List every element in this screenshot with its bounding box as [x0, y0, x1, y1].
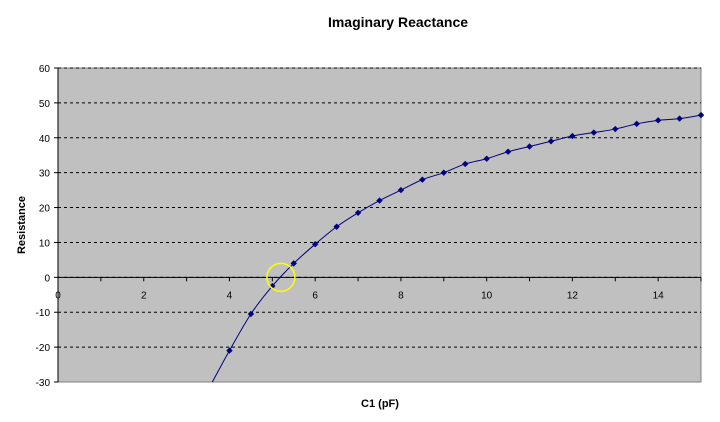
x-tick-label: 14: [653, 290, 665, 301]
data-point: [504, 148, 512, 155]
y-tick-label: 0: [44, 273, 50, 284]
y-tick-label: -20: [36, 343, 51, 354]
data-point: [354, 209, 362, 216]
data-point: [247, 310, 255, 318]
series-markers: [226, 111, 705, 354]
y-tick-label: 60: [39, 64, 51, 75]
y-tick-label: -30: [36, 378, 51, 389]
highlight-circle: [266, 262, 296, 293]
y-axis-label: Resistance: [16, 196, 28, 254]
data-point: [290, 260, 297, 267]
data-point: [676, 115, 683, 122]
data-point: [312, 240, 319, 248]
data-point: [612, 125, 619, 133]
data-point: [483, 155, 490, 162]
x-tick-label: 10: [481, 290, 493, 301]
data-point: [440, 169, 447, 176]
x-tick-label: 0: [55, 290, 61, 301]
data-point: [547, 138, 555, 145]
y-tick-label: 10: [39, 238, 51, 249]
x-tick-label: 2: [141, 290, 147, 301]
data-point: [376, 197, 383, 204]
y-tick-label: 50: [39, 99, 51, 110]
x-axis-label: C1 (pF): [361, 398, 399, 410]
data-point: [333, 223, 340, 230]
data-point: [226, 347, 233, 354]
y-tick-label: 30: [39, 169, 51, 180]
data-point: [633, 120, 640, 128]
x-tick-label: 8: [398, 290, 404, 301]
data-point: [590, 129, 598, 136]
plot-area: [57, 67, 702, 383]
x-tick-label: 12: [567, 290, 579, 301]
data-point: [462, 160, 469, 168]
y-tick-label: 40: [39, 134, 51, 145]
data-point: [419, 176, 426, 183]
data-point: [569, 132, 576, 140]
y-tick-label: -10: [36, 308, 51, 319]
tick-labels: 60 50 40 30 20 10 0 -10 -20 -30 0 2 4 6 8 10 12 14: [36, 64, 665, 389]
chart-title: Imaginary Reactance: [328, 14, 468, 30]
data-point: [697, 111, 705, 119]
data-point: [526, 143, 533, 150]
x-tick-label: 6: [312, 290, 318, 301]
axis-ticks: [54, 67, 702, 383]
data-point: [654, 117, 662, 124]
data-point: [397, 186, 405, 194]
y-tick-label: 20: [39, 204, 51, 215]
x-tick-label: 4: [227, 290, 233, 301]
